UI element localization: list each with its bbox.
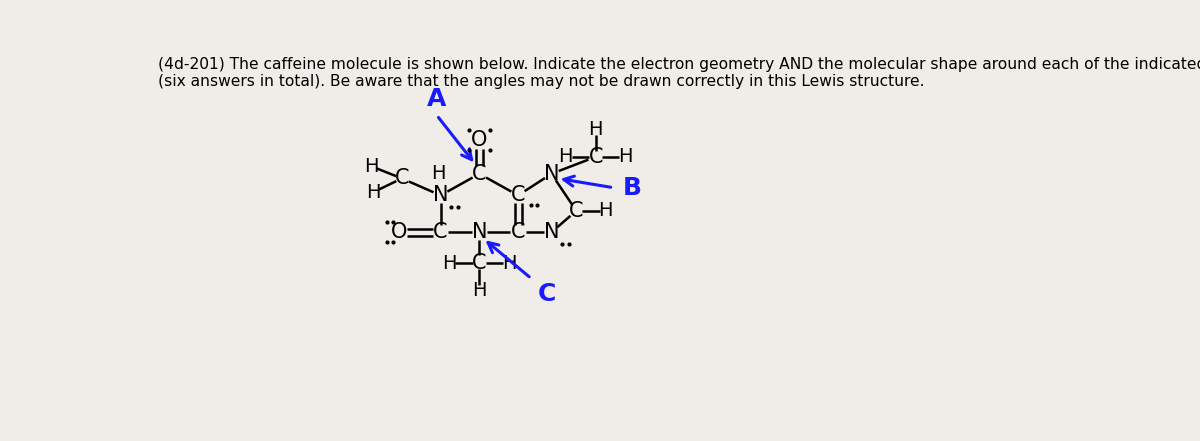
Text: C: C	[569, 201, 583, 221]
Text: C: C	[538, 282, 556, 306]
Text: C: C	[511, 185, 526, 206]
Text: O: O	[472, 130, 487, 150]
Text: (4d-201) The caffeine molecule is shown below. Indicate the electron geometry AN: (4d-201) The caffeine molecule is shown …	[157, 57, 1200, 72]
Text: H: H	[431, 164, 445, 183]
Text: H: H	[503, 254, 517, 273]
Text: N: N	[544, 164, 559, 184]
Text: C: C	[511, 222, 526, 243]
Text: B: B	[623, 176, 642, 200]
Text: H: H	[618, 147, 632, 166]
Text: (six answers in total). Be aware that the angles may not be drawn correctly in t: (six answers in total). Be aware that th…	[157, 75, 924, 90]
Text: N: N	[544, 222, 559, 243]
Text: C: C	[472, 253, 487, 273]
Text: H: H	[442, 254, 456, 273]
Text: C: C	[395, 168, 409, 188]
Text: C: C	[433, 222, 448, 243]
Text: C: C	[472, 164, 487, 184]
Text: H: H	[599, 201, 613, 220]
Text: H: H	[558, 147, 572, 166]
Text: A: A	[427, 87, 446, 112]
Text: O: O	[391, 222, 408, 243]
Text: N: N	[433, 185, 449, 206]
Text: C: C	[588, 147, 602, 167]
Text: H: H	[472, 281, 487, 300]
Text: H: H	[588, 120, 602, 138]
Text: H: H	[366, 183, 380, 202]
Text: N: N	[472, 222, 487, 243]
Text: H: H	[364, 157, 378, 176]
